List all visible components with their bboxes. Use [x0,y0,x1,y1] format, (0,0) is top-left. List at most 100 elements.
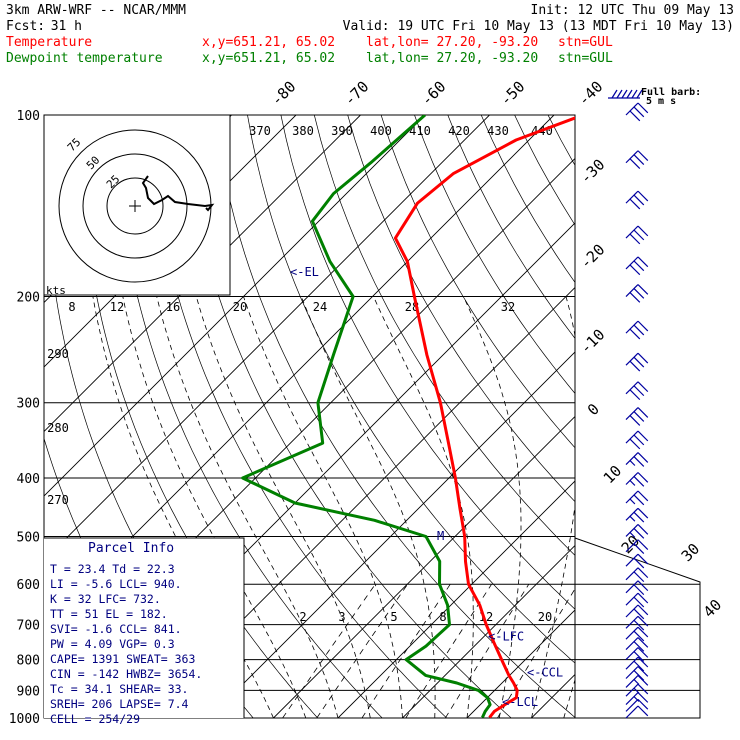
theta-label: 410 [409,124,431,138]
level-marker: M [437,529,444,543]
isotherm-line [402,544,575,718]
isotherm-label: 0 [584,400,603,419]
theta-label: 400 [370,124,392,138]
moist-adiabat-line [122,296,307,718]
wind-barb [625,150,649,169]
temperature-trace [393,116,575,718]
wind-barb [625,592,649,608]
isotherm-label: 10 [600,462,626,488]
dewpoint-legend-latlon: lat,lon= 27.20, -93.20 [366,51,538,66]
wind-barb [625,320,649,340]
wind-barb [625,615,649,631]
theta-label: 270 [47,493,69,507]
forecast-label: Fcst: [6,19,45,34]
level-marker: <-LFC [488,629,524,643]
theta-e-label: 32 [501,300,515,314]
wind-barb [625,675,649,688]
wind-barb [625,692,649,705]
parcel-row: CAPE= 1391 SWEAT= 363 [50,652,195,666]
barb-legend-units: 5 m s [646,96,676,107]
init-time: Init: 12 UTC Thu 09 May 13 [531,3,735,18]
dry-adiabat-line [380,115,575,449]
dry-adiabat-line [147,115,448,718]
theta-label: 430 [487,124,509,138]
temperature-legend-xy: x,y=651.21, 65.02 [202,35,335,50]
isotherm-label: -80 [268,78,300,110]
wind-barb [625,567,649,583]
barb-legend-icon [608,89,643,99]
isotherm-label: -30 [577,156,609,188]
mixing-ratio-label: 5 [390,610,397,624]
isotherm-label: 30 [678,540,704,566]
theta-e-label: 24 [313,300,327,314]
dry-adiabat-line [581,115,740,731]
parcel-info-border [44,537,245,718]
wind-barb [625,666,649,681]
wind-barb [625,626,649,642]
parcel-row: SREH= 206 LAPSE= 7.4 [50,697,189,711]
dry-adiabat-line [682,115,740,731]
theta-label: 290 [47,347,69,361]
parcel-row: TT = 51 EL = 182. [50,607,168,621]
parcel-row: Tc = 34.1 SHEAR= 33. [50,682,188,696]
level-marker: <-CCL [527,666,563,680]
mixing-ratio-label: 3 [338,610,345,624]
parcel-info-background [44,538,244,718]
level-marker: <-EL [290,265,319,279]
dewpoint-legend-name: Dewpoint temperature [6,51,163,66]
dry-adiabat-line [113,115,383,718]
dry-adiabat-line [648,115,740,731]
hodograph-ring [106,177,164,235]
parcel-row: CIN = -142 HWBZ= 3654. [50,667,202,681]
wind-barb [625,102,649,122]
temperature-legend-station: stn=GUL [558,35,613,50]
sounding-traces [241,115,575,718]
moist-adiabat-line [300,296,436,718]
dry-adiabat-line [615,115,740,731]
hodograph-ring [82,153,188,259]
pressure-tick-label: 400 [17,472,40,487]
dry-adiabat-line [414,115,575,394]
isotherm-label: -60 [418,78,450,110]
parcel-row: PW = 4.09 VGP= 0.3 [50,637,175,651]
theta-label: 420 [448,124,470,138]
isotherm-label: 20 [618,532,644,558]
wind-barbs [625,102,649,719]
parcel-row: T = 23.4 Td = 22.3 [50,562,175,576]
dry-adiabat-line [280,115,575,610]
mixing-ratio-label: 8 [439,610,446,624]
isotherm-line [466,609,575,718]
wind-barb [625,507,649,523]
wind-barb [625,683,649,697]
theta-label: 390 [331,124,353,138]
wind-barb [625,539,649,554]
wind-barb [625,430,649,450]
dry-adiabat-line [213,115,575,718]
theta-label: 370 [249,124,271,138]
wind-barb [625,407,649,426]
mixing-ratio-line [361,583,451,718]
pressure-tick-label: 900 [17,684,40,699]
mixing-ratio-line [282,583,376,718]
pressure-tick-label: 300 [17,397,40,412]
dry-adiabat-line [180,115,512,718]
pressure-tick-label: 100 [17,109,40,124]
wind-barb [625,381,649,401]
theta-e-label: 16 [166,300,180,314]
isotherm-label: -50 [497,78,529,110]
isotherm-line [44,115,490,562]
moist-adiabat-line [195,296,371,718]
isotherm-line [273,415,575,718]
dewpoint-legend-xy: x,y=651.21, 65.02 [202,51,335,66]
parcel-row: K = 32 LFC= 732. [50,592,161,606]
temperature-legend-latlon: lat,lon= 27.20, -93.20 [366,35,538,50]
theta-e-label: 8 [68,300,75,314]
dewpoint-legend-station: stn=GUL [558,51,613,66]
theta-label: 380 [292,124,314,138]
theta-e-label: 12 [110,300,124,314]
wind-barb [625,490,649,506]
wind-barb [625,452,649,467]
isotherm-label: -40 [575,78,607,110]
isotherm-label: -10 [577,326,609,358]
